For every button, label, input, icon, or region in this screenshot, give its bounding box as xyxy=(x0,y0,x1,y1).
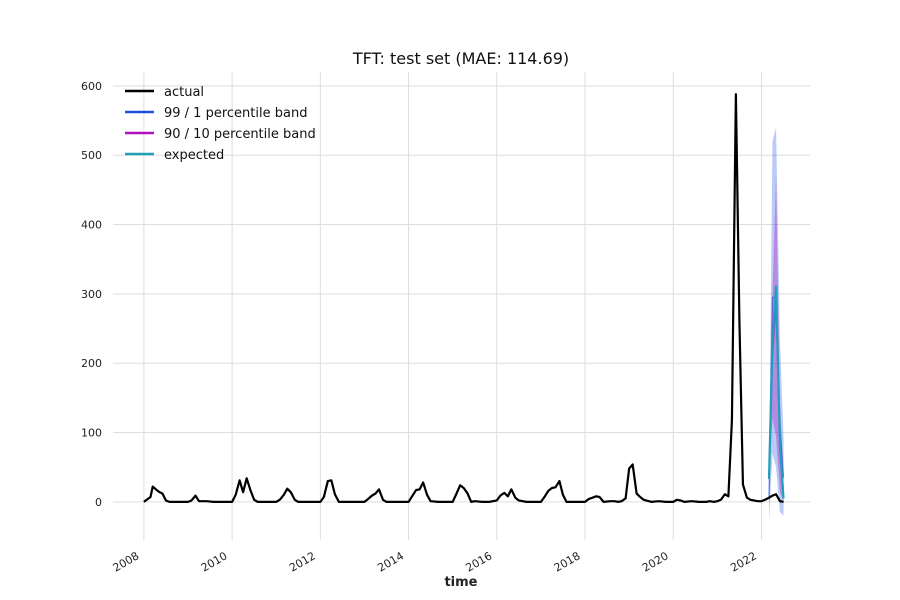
legend-label: actual xyxy=(164,85,204,100)
chart-title: TFT: test set (MAE: 114.69) xyxy=(352,49,569,68)
expected-series-line xyxy=(767,285,785,499)
series-lines xyxy=(143,93,785,503)
x-tick-label: 2012 xyxy=(287,549,318,574)
legend-label: 90 / 10 percentile band xyxy=(164,127,316,142)
x-tick-label: 2008 xyxy=(111,549,142,574)
x-tick-label: 2016 xyxy=(464,549,495,574)
x-tick-label: 2022 xyxy=(728,549,759,574)
legend-label: 99 / 1 percentile band xyxy=(164,106,307,121)
x-tick-label: 2018 xyxy=(552,549,583,574)
actual-series-line xyxy=(143,93,784,503)
x-tick-label: 2020 xyxy=(640,549,671,574)
y-tick-label: 400 xyxy=(81,219,102,232)
y-tick-label: 100 xyxy=(81,427,102,440)
x-tick-label: 2014 xyxy=(375,549,406,574)
y-tick-label: 200 xyxy=(81,357,102,370)
legend-label: expected xyxy=(164,148,224,163)
grid xyxy=(113,72,810,540)
legend: actual 99 / 1 percentile band 90 / 10 perc… xyxy=(125,85,316,163)
y-tick-label: 600 xyxy=(81,80,102,93)
y-tick-label: 500 xyxy=(81,149,102,162)
y-tick-label: 0 xyxy=(95,496,102,509)
x-axis-label: time xyxy=(444,575,477,590)
x-tick-label: 2010 xyxy=(199,549,230,574)
y-tick-label: 300 xyxy=(81,288,102,301)
